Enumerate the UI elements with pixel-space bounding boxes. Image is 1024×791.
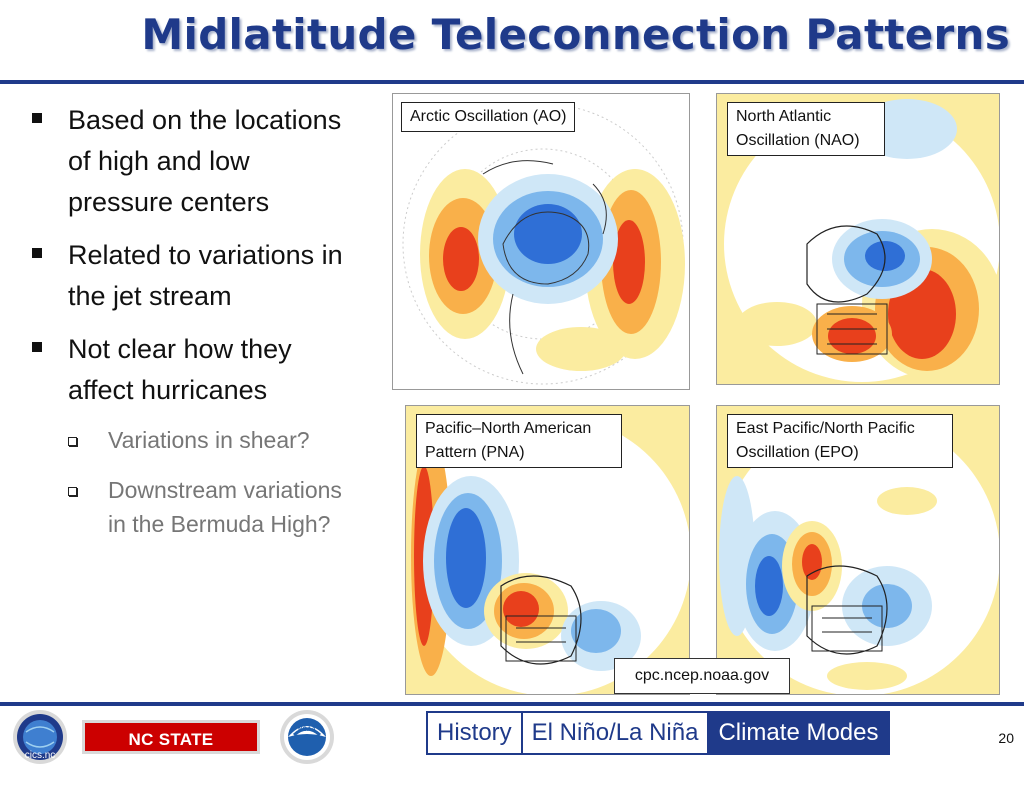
nav-tab-el-nino-la-nina[interactable]: El Niño/La Niña — [523, 713, 710, 753]
bullet-item: Related to variations in the jet stream — [32, 235, 362, 317]
title-divider — [0, 80, 1024, 84]
pna-pattern-map: Pacific–North American Pattern (PNA) — [405, 405, 690, 695]
square-bullet-icon — [32, 248, 42, 258]
ao-map-graphic — [402, 103, 685, 385]
epo-map-label: East Pacific/North Pacific Oscillation (… — [727, 414, 953, 468]
bullet-item: Not clear how they affect hurricanes — [32, 329, 362, 411]
square-bullet-icon — [32, 113, 42, 123]
nao-map-graphic — [717, 94, 999, 384]
ncsu-logo: NC STATE UNIVERSITY — [82, 720, 260, 783]
slide-title: Midlatitude Teleconnection Patterns — [141, 10, 1010, 59]
section-nav: History El Niño/La Niña Climate Modes — [426, 711, 890, 755]
nav-tab-history[interactable]: History — [428, 713, 523, 753]
page-number: 20 — [998, 730, 1014, 746]
noaa-logo: NOAA — [272, 708, 342, 766]
hollow-square-bullet-icon — [68, 487, 77, 496]
cics-logo-text: cics.nc — [25, 750, 56, 761]
noaa-logo-text: NOAA — [298, 727, 316, 733]
sub-bullet-item: Downstream variations in the Bermuda Hig… — [68, 473, 362, 541]
hollow-square-bullet-icon — [68, 437, 77, 446]
epo-pattern-map: East Pacific/North Pacific Oscillation (… — [716, 405, 1000, 695]
nav-tab-climate-modes[interactable]: Climate Modes — [709, 713, 888, 753]
pna-map-graphic — [406, 406, 689, 694]
bullet-item: Based on the locations of high and low p… — [32, 100, 362, 223]
noaa-seal-icon: NOAA — [280, 710, 334, 764]
footer-divider — [0, 702, 1024, 706]
nao-pattern-map: North Atlantic Oscillation (NAO) — [716, 93, 1000, 385]
square-bullet-icon — [32, 342, 42, 352]
nao-map-label: North Atlantic Oscillation (NAO) — [727, 102, 885, 156]
pna-map-label: Pacific–North American Pattern (PNA) — [416, 414, 622, 468]
bullet-list: Based on the locations of high and low p… — [32, 100, 362, 557]
cics-globe-icon: cics.nc — [13, 710, 67, 764]
sub-bullet-item: Variations in shear? — [68, 423, 362, 457]
cics-logo: cics.nc — [8, 708, 72, 766]
ao-map-label: Arctic Oscillation (AO) — [401, 102, 576, 132]
ao-pattern-map: Arctic Oscillation (AO) — [392, 93, 690, 390]
source-credit: cpc.ncep.noaa.gov — [614, 658, 790, 694]
